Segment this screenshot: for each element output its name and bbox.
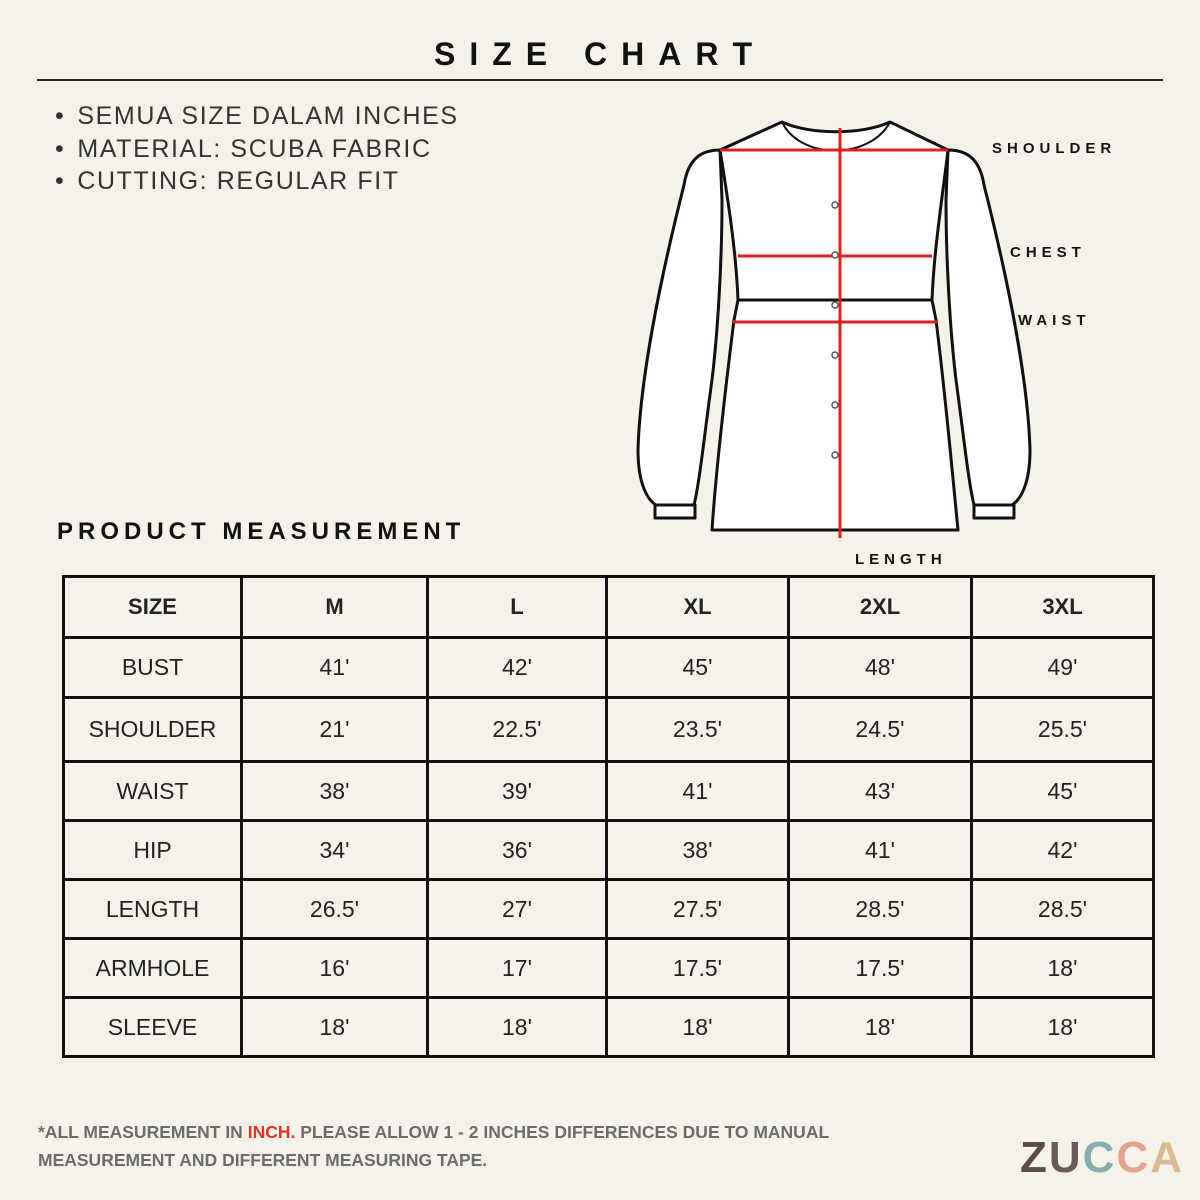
cell: 17.5'	[787, 937, 973, 999]
section-title: PRODUCT MEASUREMENT	[57, 518, 466, 545]
cell: 18'	[970, 937, 1155, 999]
row-label: ARMHOLE	[62, 937, 243, 999]
row-label: LENGTH	[62, 878, 243, 940]
note: MATERIAL: SCUBA FABRIC	[55, 135, 459, 168]
cell: 18'	[787, 996, 973, 1058]
cell: 23.5'	[605, 696, 790, 763]
cell: 27.5'	[605, 878, 790, 940]
logo-letter: Z	[1020, 1133, 1049, 1182]
diagram-label: LENGTH	[855, 551, 947, 568]
row-label: BUST	[62, 636, 243, 699]
cell: 17.5'	[605, 937, 790, 999]
header-cell: M	[240, 575, 429, 639]
diagram-label: SHOULDER	[992, 140, 1117, 157]
cell: 38'	[240, 760, 429, 822]
cell: 36'	[426, 819, 608, 881]
note: SEMUA SIZE DALAM INCHES	[55, 102, 459, 135]
header-cell: 2XL	[787, 575, 973, 639]
table-row: ARMHOLE 16' 17' 17.5' 17.5' 18'	[62, 937, 1155, 999]
cell: 42'	[970, 819, 1155, 881]
logo-letter: C	[1116, 1133, 1151, 1182]
logo-letter: C	[1082, 1133, 1117, 1182]
cell: 16'	[240, 937, 429, 999]
cell: 26.5'	[240, 878, 429, 940]
notes: SEMUA SIZE DALAM INCHES MATERIAL: SCUBA …	[55, 102, 459, 200]
cell: 34'	[240, 819, 429, 881]
cell: 27'	[426, 878, 608, 940]
cell: 41'	[605, 760, 790, 822]
title: SIZE CHART	[434, 36, 766, 72]
size-table: SIZE M L XL 2XL 3XL BUST 41' 42' 45' 48' 49' SHOULDE…	[62, 575, 1155, 1058]
logo-letter: A	[1150, 1133, 1185, 1182]
note: CUTTING: REGULAR FIT	[55, 167, 459, 200]
cell: 45'	[970, 760, 1155, 822]
header-cell: L	[426, 575, 608, 639]
row-label: SLEEVE	[62, 996, 243, 1058]
logo-letter: U	[1048, 1133, 1083, 1182]
cell: 17'	[426, 937, 608, 999]
cell: 28.5'	[787, 878, 973, 940]
cell: 38'	[605, 819, 790, 881]
cell: 39'	[426, 760, 608, 822]
note-text: *ALL MEASUREMENT IN	[38, 1122, 243, 1142]
cell: 49'	[970, 636, 1155, 699]
divider	[37, 79, 1163, 81]
cell: 48'	[787, 636, 973, 699]
cell: 42'	[426, 636, 608, 699]
row-label: SHOULDER	[62, 696, 243, 763]
cell: 18'	[240, 996, 429, 1058]
table-row: LENGTH 26.5' 27' 27.5' 28.5' 28.5'	[62, 878, 1155, 940]
cell: 41'	[787, 819, 973, 881]
cell: 45'	[605, 636, 790, 699]
row-label: WAIST	[62, 760, 243, 822]
diagram-label: CHEST	[1010, 244, 1086, 261]
cell: 43'	[787, 760, 973, 822]
table-row: HIP 34' 36' 38' 41' 42'	[62, 819, 1155, 881]
cell: 18'	[426, 996, 608, 1058]
note-text: PLEASE ALLOW 1 - 2 INCHES DIFFERENCES DU…	[38, 1122, 829, 1170]
header-row: SIZE M L XL 2XL 3XL	[62, 575, 1155, 639]
footer-note: *ALL MEASUREMENT IN INCH. PLEASE ALLOW 1…	[38, 1118, 858, 1174]
row-label: HIP	[62, 819, 243, 881]
cell: 21'	[240, 696, 429, 763]
header-cell: SIZE	[62, 575, 243, 639]
note-highlight: INCH.	[247, 1122, 296, 1142]
diagram-label: WAIST	[1018, 312, 1091, 329]
cell: 41'	[240, 636, 429, 699]
cell: 28.5'	[970, 878, 1155, 940]
header-cell: XL	[605, 575, 790, 639]
garment-diagram	[636, 120, 1032, 538]
table-row: BUST 41' 42' 45' 48' 49'	[62, 636, 1155, 699]
cell: 18'	[970, 996, 1155, 1058]
header-cell: 3XL	[970, 575, 1155, 639]
cell: 24.5'	[787, 696, 973, 763]
logo: ZUCCA	[1020, 1133, 1184, 1183]
table-row: WAIST 38' 39' 41' 43' 45'	[62, 760, 1155, 822]
table-row: SLEEVE 18' 18' 18' 18' 18'	[62, 996, 1155, 1058]
cell: 25.5'	[970, 696, 1155, 763]
cell: 18'	[605, 996, 790, 1058]
table-row: SHOULDER 21' 22.5' 23.5' 24.5' 25.5'	[62, 696, 1155, 763]
cell: 22.5'	[426, 696, 608, 763]
